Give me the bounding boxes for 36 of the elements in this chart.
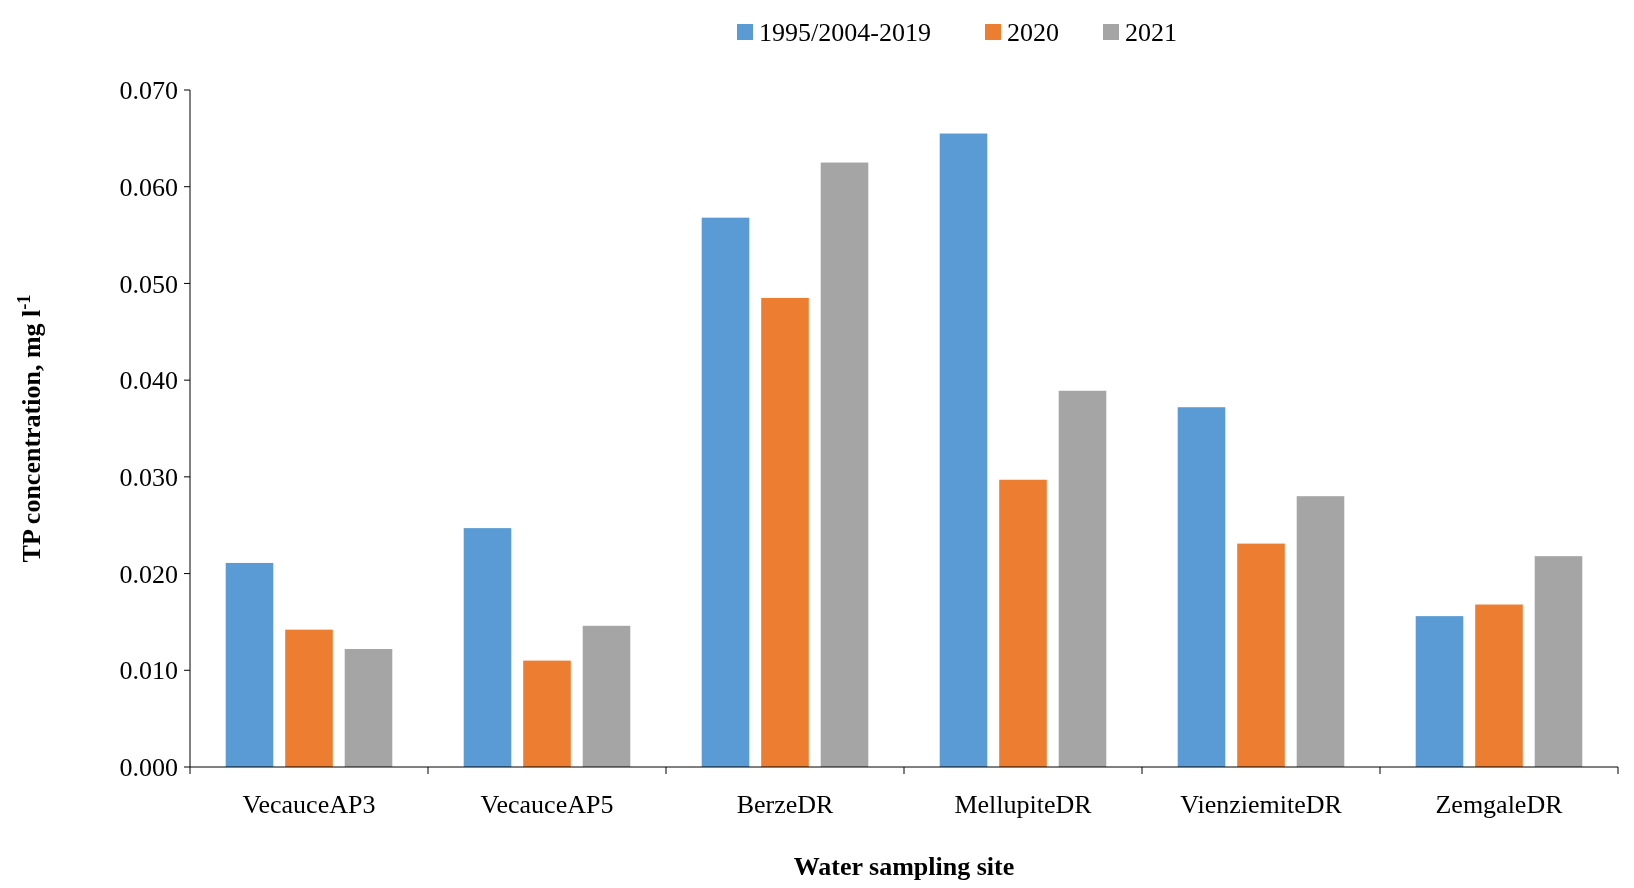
bar [701,217,750,767]
y-tick-label: 0.060 [119,172,178,202]
bar [344,649,393,767]
x-tick-label: VecauceAP3 [242,790,376,819]
x-tick-label: ZemgaleDR [1435,790,1564,819]
bar [523,660,571,767]
x-tick-label: BerzeDR [736,790,835,819]
legend-label: 2020 [1007,18,1059,48]
x-axis-title: Water sampling site [793,852,1015,881]
bar [582,625,631,767]
bar [999,479,1047,767]
legend-label: 2021 [1125,18,1177,48]
y-tick-label: 0.040 [119,366,178,396]
y-tick-label: 0.000 [119,753,178,783]
bar [463,528,512,767]
bar [761,297,809,767]
bar [1058,390,1107,767]
bar [939,133,988,767]
bar [1237,543,1285,767]
x-tick-label: VecauceAP5 [480,790,614,819]
legend-label: 1995/2004-2019 [759,18,931,48]
bar [285,629,333,767]
bar [1296,496,1345,767]
bar [1475,604,1523,767]
x-tick-label: VienziemiteDR [1180,790,1343,819]
bar [820,162,869,767]
y-tick-label: 0.010 [119,656,178,686]
bar [225,562,274,767]
bar [1415,616,1464,767]
y-tick-label: 0.050 [119,269,178,299]
y-tick-label: 0.020 [119,559,178,589]
y-tick-label: 0.030 [119,462,178,492]
bar [1177,407,1226,767]
x-tick-label: MellupiteDR [954,790,1093,819]
bar [1534,556,1583,767]
y-tick-label: 0.070 [119,76,178,106]
